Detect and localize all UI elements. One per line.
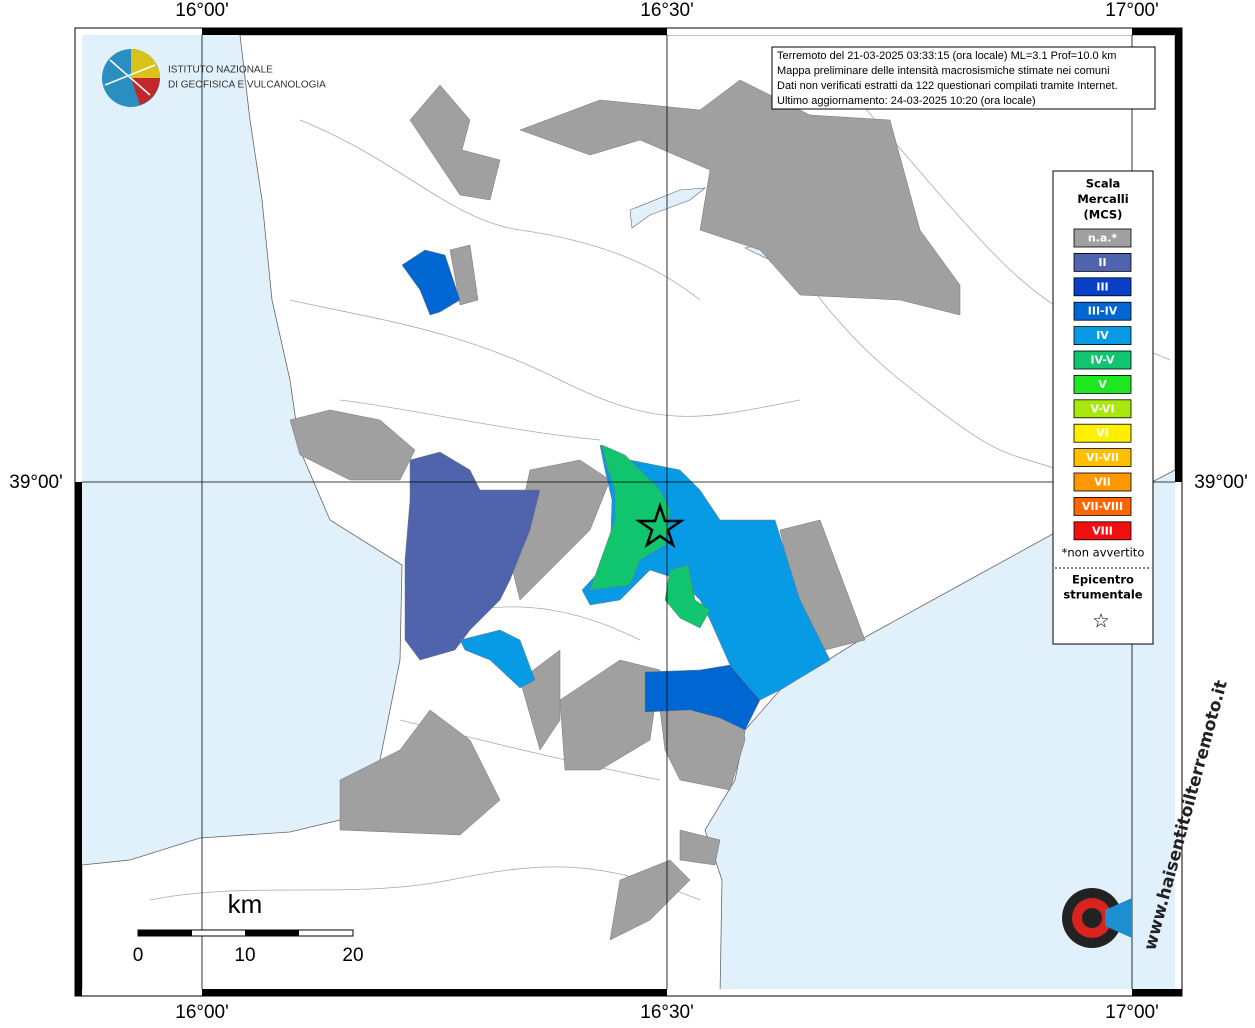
frame-bar xyxy=(1132,989,1182,996)
legend-label: VII-VIII xyxy=(1082,500,1123,513)
legend-swatch xyxy=(1073,521,1132,541)
legend-swatch xyxy=(1073,301,1132,321)
info-line: Terremoto del 21-03-2025 03:33:15 (ora l… xyxy=(777,50,1116,62)
legend-swatch xyxy=(1073,252,1132,272)
lake xyxy=(629,187,706,229)
region xyxy=(609,859,691,941)
legend-swatch xyxy=(1073,350,1132,370)
lon-label: 17°00' xyxy=(1105,1002,1159,1023)
lat-label: 39°00' xyxy=(9,472,63,493)
legend-epicenter: strumentale xyxy=(1063,588,1142,602)
legend-swatch xyxy=(1073,399,1132,419)
frame-bar xyxy=(202,28,667,35)
legend-label: III-IV xyxy=(1088,305,1118,318)
legend-epicenter: Epicentro xyxy=(1072,573,1134,587)
legend-swatch xyxy=(1073,277,1132,297)
legend-label: V xyxy=(1098,378,1107,391)
region xyxy=(404,451,541,661)
legend-label: n.a.* xyxy=(1088,232,1118,245)
legend-label: VIII xyxy=(1092,524,1113,537)
info-line: Ultimo aggiornamento: 24-03-2025 10:20 (… xyxy=(777,95,1036,107)
legend-star: ☆ xyxy=(1092,609,1110,633)
epicenter-star xyxy=(634,502,686,549)
region xyxy=(409,84,501,201)
frame-bar xyxy=(202,989,667,996)
lon-label: 16°00' xyxy=(175,0,229,21)
region xyxy=(519,79,961,316)
legend-label: IV xyxy=(1096,329,1109,342)
region xyxy=(401,249,461,316)
legend: ScalaMercalli(MCS)n.a.*IIIIIIII-IVIVIV-V… xyxy=(1055,177,1151,633)
legend-swatch xyxy=(1073,374,1132,394)
frame-bar xyxy=(1132,28,1182,35)
legend-label: VI-VII xyxy=(1086,451,1119,464)
map-area xyxy=(82,35,1175,989)
legend-label: VII xyxy=(1094,476,1111,489)
region xyxy=(679,829,721,866)
region xyxy=(644,664,761,731)
legend-swatch xyxy=(1073,496,1132,516)
legend-label: V-VI xyxy=(1090,402,1114,415)
lat-label: 39°00' xyxy=(1194,472,1248,493)
lon-label: 16°30' xyxy=(640,1002,694,1023)
info-line: Mappa preliminare delle intensità macros… xyxy=(777,65,1110,77)
legend-title: Scala xyxy=(1086,177,1121,191)
scale-label: 10 xyxy=(234,945,255,966)
legend-title: Mercalli xyxy=(1077,192,1128,206)
scale-unit: km xyxy=(228,889,263,919)
legend-swatch xyxy=(1073,326,1132,346)
region xyxy=(459,629,536,689)
frame-bar xyxy=(75,482,82,996)
frame-bar xyxy=(1175,28,1182,482)
scale-label: 0 xyxy=(133,945,144,966)
info-box xyxy=(771,46,1156,110)
region xyxy=(589,444,671,591)
legend-label: IV-V xyxy=(1090,354,1115,367)
ingv-logo: ISTITUTO NAZIONALE DI GEOFISICA E VULCAN… xyxy=(102,49,326,107)
regions xyxy=(289,79,961,941)
logo-text: DI GEOFISICA E VULCANOLOGIA xyxy=(168,80,326,91)
legend-swatch xyxy=(1073,472,1132,492)
logo-text: ISTITUTO NAZIONALE xyxy=(168,65,273,76)
legend-title: (MCS) xyxy=(1084,208,1123,222)
scale-bar: km 0 10 20 xyxy=(133,889,364,966)
info-line: Dati non verificati estratti da 122 ques… xyxy=(777,80,1118,92)
scale-label: 20 xyxy=(342,945,363,966)
legend-label: III xyxy=(1096,280,1108,293)
legend-label: II xyxy=(1098,256,1106,269)
region xyxy=(289,409,416,481)
region xyxy=(664,564,711,629)
legend-swatch xyxy=(1073,228,1132,248)
info-lines: Terremoto del 21-03-2025 03:33:15 (ora l… xyxy=(777,50,1118,107)
legend-label: VI xyxy=(1096,427,1109,440)
legend-swatch xyxy=(1073,448,1132,468)
region xyxy=(449,244,479,306)
legend-swatch xyxy=(1073,423,1132,443)
lon-label: 16°00' xyxy=(175,1002,229,1023)
region xyxy=(559,659,661,771)
region xyxy=(339,709,501,836)
lon-label: 16°30' xyxy=(640,0,694,21)
legend-note: *non avvertito xyxy=(1062,546,1145,560)
lon-label: 17°00' xyxy=(1105,0,1159,21)
